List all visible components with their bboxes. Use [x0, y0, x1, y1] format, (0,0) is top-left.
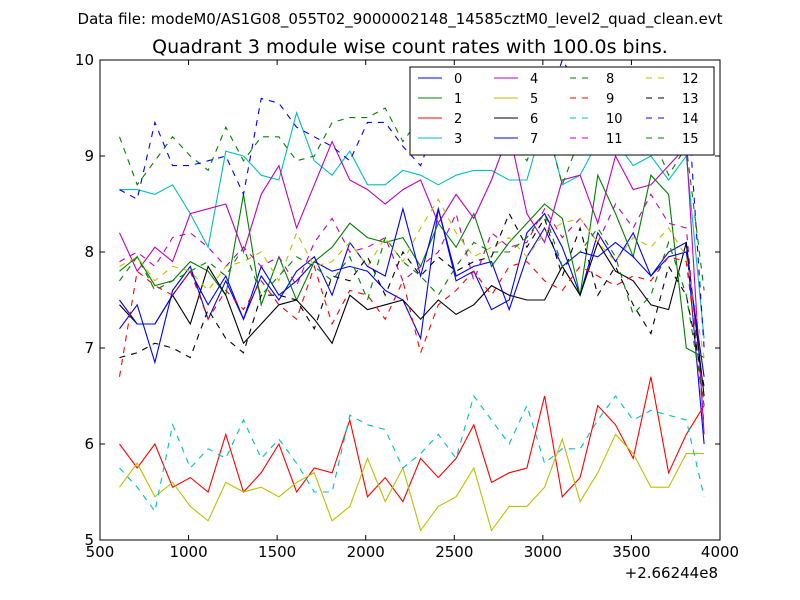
x-tick-label: 3000: [524, 543, 562, 561]
y-tick-label: 5: [84, 531, 94, 549]
legend-label-1: 1: [454, 92, 462, 107]
chart-title: Quadrant 3 module wise count rates with …: [152, 36, 668, 58]
y-tick-label: 9: [84, 147, 94, 165]
series-line-1: [119, 173, 705, 359]
series-line-15: [119, 212, 705, 406]
x-tick-label: 1500: [258, 543, 296, 561]
series-line-2: [119, 376, 705, 503]
legend-label-7: 7: [530, 132, 538, 147]
legend-label-8: 8: [606, 72, 614, 87]
legend-label-12: 12: [682, 72, 699, 87]
x-tick-label: 2500: [435, 543, 473, 561]
series-line-0: [119, 208, 705, 445]
legend-label-15: 15: [682, 132, 699, 147]
legend-label-5: 5: [530, 92, 538, 107]
series-line-6: [119, 241, 705, 397]
series-line-10: [119, 394, 705, 513]
plot-area-frame: [99, 59, 721, 541]
x-tick-label: 3500: [612, 543, 650, 561]
legend-label-2: 2: [454, 112, 462, 127]
series-line-11: [119, 193, 705, 425]
x-tick-label: 1000: [169, 543, 207, 561]
legend-box: [409, 66, 715, 156]
y-tick-label: 10: [75, 51, 94, 69]
legend-label-6: 6: [530, 112, 538, 127]
legend-label-11: 11: [606, 132, 623, 147]
y-tick-label: 7: [84, 339, 94, 357]
legend-label-14: 14: [682, 112, 699, 127]
legend-label-0: 0: [454, 72, 462, 87]
x-tick-label: 500: [86, 543, 115, 561]
y-tick-label: 6: [84, 435, 94, 453]
x-axis-offset-label: +2.66244e8: [625, 564, 718, 582]
legend-label-10: 10: [606, 112, 623, 127]
legend-label-4: 4: [530, 72, 538, 87]
series-line-4: [119, 130, 705, 435]
legend-label-13: 13: [682, 92, 699, 107]
y-tick-label: 8: [84, 243, 94, 261]
legend-label-3: 3: [454, 132, 462, 147]
series-line-7: [119, 206, 705, 377]
x-tick-label: 4000: [701, 543, 739, 561]
chart-suptitle: Data file: modeM0/AS1G08_055T02_90000021…: [78, 10, 723, 29]
legend-label-9: 9: [606, 92, 614, 107]
x-tick-label: 2000: [347, 543, 385, 561]
series-line-12: [119, 198, 705, 358]
series-line-13: [119, 212, 705, 387]
series-line-5: [119, 433, 705, 532]
